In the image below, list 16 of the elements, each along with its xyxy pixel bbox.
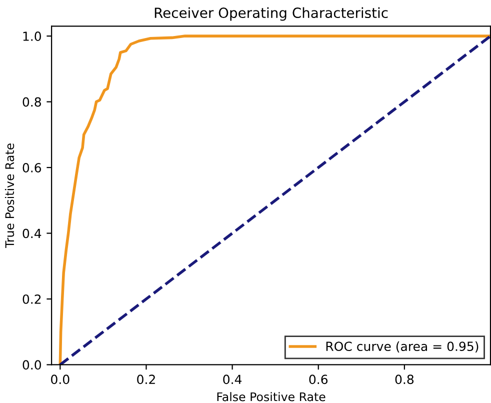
- y-axis-title: True Positive Rate: [4, 144, 14, 248]
- y-tick-label: 0.8: [22, 97, 41, 107]
- x-tick-label: 0.0: [51, 374, 70, 384]
- line-series: [58, 34, 491, 365]
- x-tick-label: 0.8: [395, 374, 414, 384]
- legend-label: ROC curve (area = 0.95): [326, 341, 478, 353]
- x-tick-label: 0.2: [137, 374, 155, 384]
- chart-title: Receiver Operating Characteristic: [154, 7, 388, 21]
- y-tick-label: 0.6: [22, 162, 42, 172]
- y-tick-label: 0.2: [22, 294, 41, 304]
- y-tick-label: 0.0: [22, 360, 42, 370]
- y-tick-label: 0.4: [22, 228, 42, 238]
- x-axis-title: False Positive Rate: [217, 392, 326, 402]
- y-tick-label: 1.0: [23, 32, 42, 41]
- x-tick-label: 0.6: [309, 374, 328, 384]
- x-tick-label: 0.4: [223, 374, 242, 384]
